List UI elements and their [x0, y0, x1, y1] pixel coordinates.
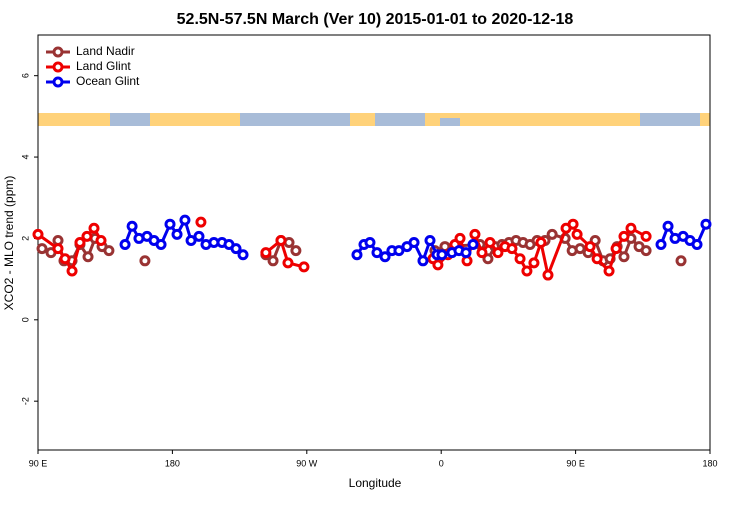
- data-point: [476, 247, 488, 259]
- data-point: [260, 247, 272, 259]
- data-point: [408, 237, 420, 248]
- legend-marker: [52, 76, 64, 88]
- data-point: [417, 255, 429, 267]
- map-strip: [38, 113, 710, 126]
- data-point: [32, 228, 44, 240]
- legend-label: Land Glint: [76, 59, 131, 73]
- data-point: [164, 218, 176, 230]
- data-point: [267, 255, 279, 267]
- data-point: [432, 259, 444, 271]
- data-point: [185, 234, 197, 246]
- x-tick-label: 0: [439, 458, 444, 468]
- data-point: [171, 228, 183, 240]
- data-point: [591, 253, 603, 265]
- data-point: [460, 247, 472, 259]
- x-tick-label: 90 E: [566, 458, 585, 468]
- data-point: [74, 237, 86, 248]
- data-point: [603, 265, 615, 277]
- data-point: [542, 269, 554, 281]
- data-point: [618, 230, 630, 242]
- data-point: [81, 230, 93, 242]
- data-point: [95, 234, 107, 246]
- x-tick-label: 180: [165, 458, 180, 468]
- plot-frame: [37, 34, 711, 451]
- data-point: [521, 265, 533, 277]
- x-tick-label: 90 E: [29, 458, 48, 468]
- data-point: [275, 234, 287, 246]
- data-point: [655, 239, 667, 251]
- y-tick-label: 6: [20, 73, 30, 78]
- data-point: [482, 253, 494, 265]
- data-point: [691, 239, 703, 251]
- data-point: [126, 220, 138, 232]
- data-point: [484, 237, 496, 248]
- data-point: [514, 253, 526, 265]
- data-point: [675, 255, 687, 267]
- data-point: [103, 245, 115, 257]
- data-point: [467, 239, 479, 251]
- data-point: [469, 228, 481, 240]
- data-point: [351, 249, 363, 261]
- data-point: [618, 251, 630, 263]
- data-point: [506, 243, 518, 255]
- data-point: [193, 230, 205, 242]
- data-point: [66, 265, 78, 277]
- data-point: [393, 245, 405, 257]
- chart-title: 52.5N-57.5N March (Ver 10) 2015-01-01 to…: [177, 11, 574, 28]
- data-point: [82, 251, 94, 263]
- legend-label: Land Nadir: [76, 44, 135, 58]
- x-axis-label: Longitude: [349, 476, 402, 490]
- data-point: [454, 232, 466, 244]
- data-point: [179, 214, 191, 226]
- data-point: [584, 241, 596, 253]
- y-axis-label: XCO2 - MLO trend (ppm): [2, 176, 16, 311]
- data-point: [88, 222, 100, 234]
- data-point: [640, 230, 652, 242]
- legend-marker: [52, 61, 64, 73]
- data-point: [59, 253, 71, 265]
- data-point: [571, 228, 583, 240]
- data-point: [625, 222, 637, 234]
- data-point: [155, 239, 167, 251]
- legend-label: Ocean Glint: [76, 74, 140, 88]
- data-point: [662, 220, 674, 232]
- data-point: [371, 247, 383, 259]
- data-point: [424, 234, 436, 246]
- data-point: [528, 257, 540, 269]
- y-tick-label: -2: [20, 397, 30, 405]
- data-point: [298, 261, 310, 273]
- x-tick-label: 90 W: [296, 458, 318, 468]
- data-point: [282, 257, 294, 269]
- data-point: [139, 255, 151, 267]
- x-tick-label: 180: [702, 458, 717, 468]
- legend-marker: [52, 46, 64, 58]
- y-tick-label: 0: [20, 317, 30, 322]
- data-point: [230, 243, 242, 255]
- y-tick-label: 4: [20, 155, 30, 160]
- data-point: [119, 239, 131, 251]
- data-point: [290, 245, 302, 257]
- data-point: [567, 218, 579, 230]
- data-point: [36, 243, 48, 255]
- data-point: [379, 251, 391, 263]
- data-point: [535, 237, 547, 248]
- data-point: [364, 237, 376, 248]
- data-point: [574, 243, 586, 255]
- y-tick-label: 2: [20, 236, 30, 241]
- data-point: [52, 243, 64, 255]
- data-point: [492, 247, 504, 259]
- data-point: [700, 218, 712, 230]
- data-point: [195, 216, 207, 228]
- data-point: [436, 249, 448, 261]
- data-point: [237, 249, 249, 261]
- data-point: [546, 228, 558, 240]
- data-point: [640, 245, 652, 257]
- data-point: [610, 243, 622, 255]
